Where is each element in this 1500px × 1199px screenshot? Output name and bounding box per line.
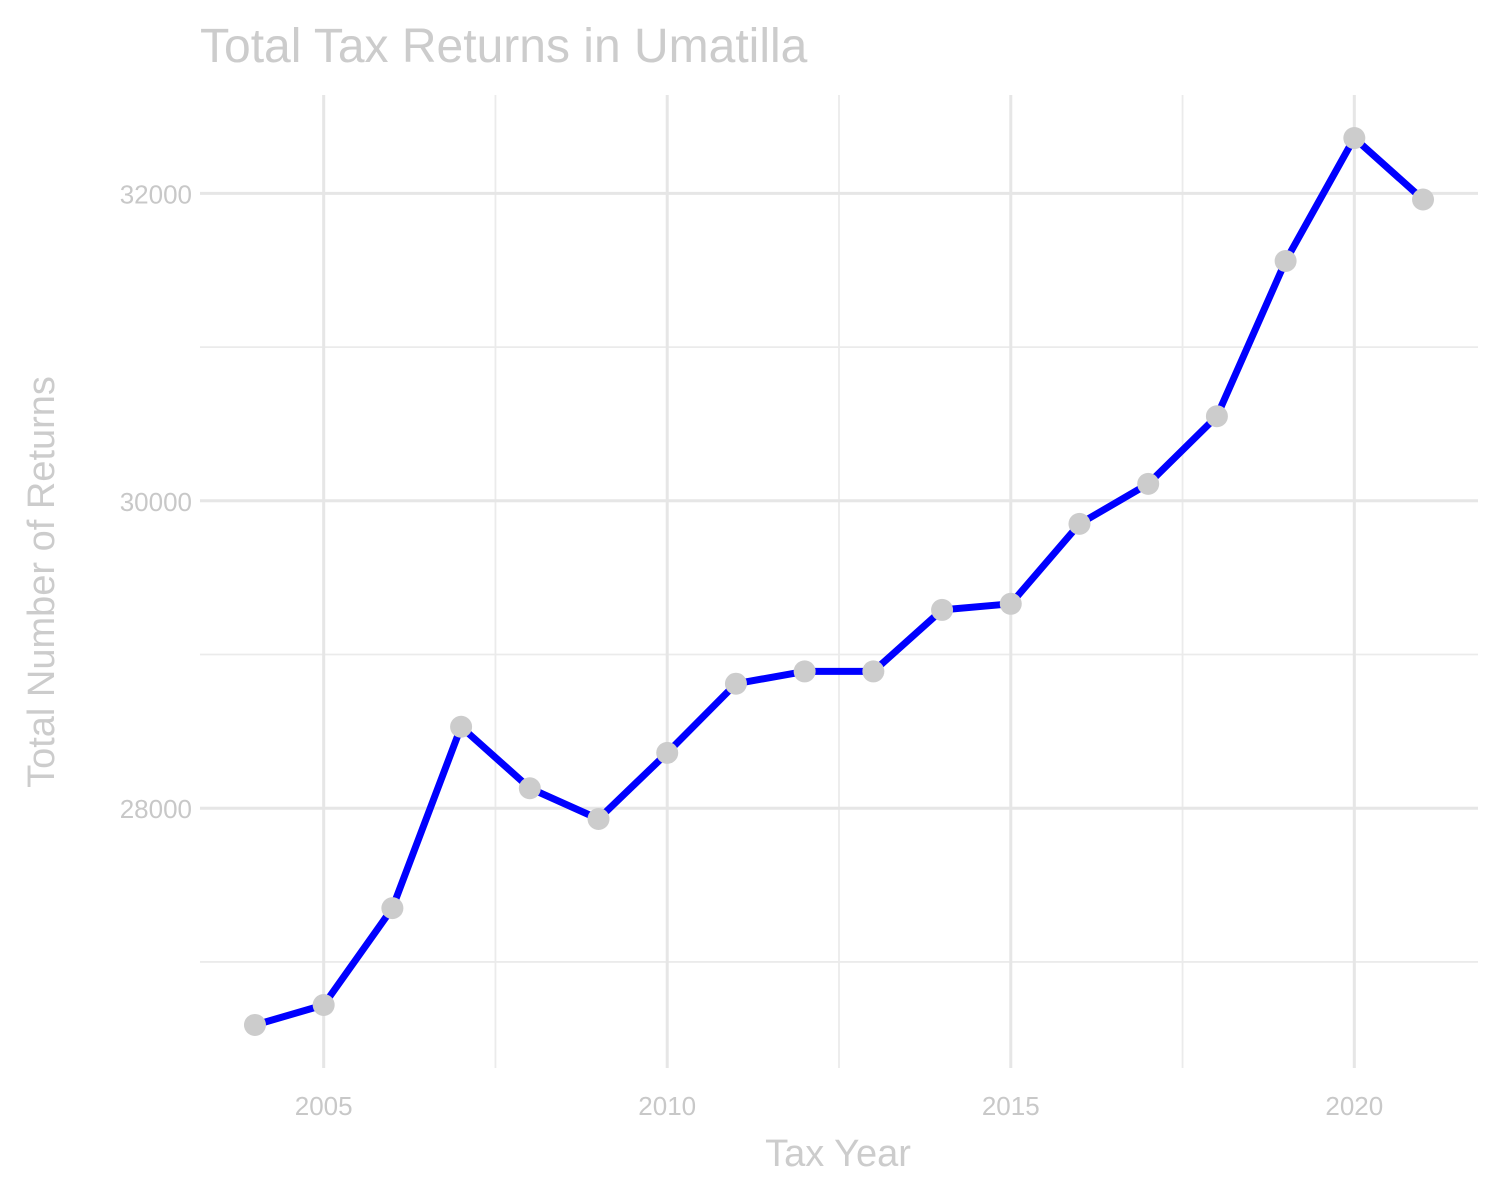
data-point <box>862 660 885 683</box>
x-tick-label: 2010 <box>638 1091 696 1121</box>
data-point <box>1412 188 1435 211</box>
series-layer <box>243 127 1435 1036</box>
chart-title: Total Tax Returns in Umatilla <box>200 20 808 73</box>
y-tick-label: 28000 <box>120 794 192 824</box>
x-axis-tick-labels: 2005 2010 2015 2020 <box>295 1091 1383 1121</box>
data-point <box>724 672 747 695</box>
y-axis-tick-labels: 28000 30000 32000 <box>120 179 192 824</box>
y-tick-label: 30000 <box>120 487 192 517</box>
data-point <box>243 1013 266 1036</box>
data-point <box>656 741 679 764</box>
data-point <box>793 660 816 683</box>
x-tick-label: 2005 <box>295 1091 353 1121</box>
data-point <box>587 807 610 830</box>
grid <box>200 95 1478 1068</box>
series-line <box>251 134 1427 1029</box>
data-point <box>1068 512 1091 535</box>
x-tick-label: 2020 <box>1325 1091 1383 1121</box>
data-point <box>1274 250 1297 273</box>
data-point <box>312 993 335 1016</box>
data-point <box>381 897 404 920</box>
x-tick-label: 2015 <box>982 1091 1040 1121</box>
data-point <box>518 777 541 800</box>
data-point <box>1205 405 1228 428</box>
data-point <box>999 592 1022 615</box>
data-point <box>1137 472 1160 495</box>
data-point <box>931 598 954 621</box>
y-tick-label: 32000 <box>120 179 192 209</box>
data-point <box>450 715 473 738</box>
x-axis-title: Tax Year <box>765 1133 911 1175</box>
y-axis-title: Total Number of Returns <box>21 376 63 788</box>
data-point <box>1343 127 1366 150</box>
